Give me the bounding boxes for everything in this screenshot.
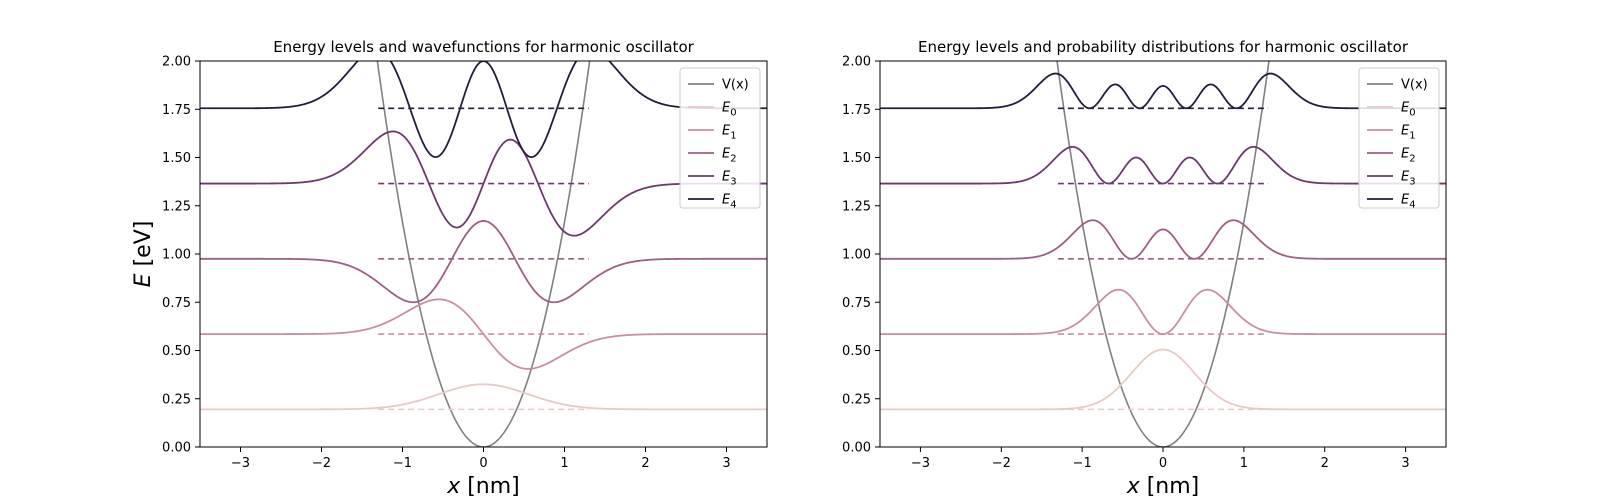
right-y-tick-label: 1.75 [842, 103, 871, 118]
right-series-e0 [880, 348, 1446, 411]
left-plot-area [200, 61, 767, 447]
left-legend-box [679, 67, 761, 209]
left-x-tick-label: 0 [479, 456, 487, 471]
right-legend-label: E0 [1401, 101, 1416, 119]
left-legend-label: E4 [722, 193, 737, 211]
right-x-axis-label: x [nm] [1126, 474, 1200, 499]
right-series-group [880, 61, 1446, 447]
right-x-tick-label: 1 [1240, 456, 1248, 471]
left-y-tick-label: 0.75 [162, 296, 191, 311]
left-x-axis-label: x [nm] [446, 474, 520, 499]
right-y-tick-label: 0.50 [842, 344, 871, 359]
left-legend-label: V(x) [722, 78, 749, 93]
right-chart-title: Energy levels and probability distributi… [918, 38, 1409, 56]
right-plot-area [880, 61, 1446, 447]
right-x-tick-label: 3 [1401, 456, 1409, 471]
right-y-ticks: 0.00 0.25 0.50 0.75 1.00 1.25 1.50 1.75 2.00 [842, 55, 880, 456]
right-series-e3 [880, 145, 1446, 185]
left-legend-label: E0 [722, 101, 737, 119]
left-x-tick-label: −1 [393, 456, 412, 471]
left-y-tick-label: 1.25 [162, 199, 191, 214]
right-y-tick-label: 0.25 [842, 392, 871, 407]
right-series-e2 [880, 219, 1446, 260]
left-series-group [200, 61, 767, 447]
left-series-e3 [200, 130, 767, 237]
left-series-e1 [200, 298, 767, 370]
right-y-tick-label: 2.00 [842, 55, 871, 70]
right-series-e1 [880, 288, 1446, 336]
left-y-tick-label: 0.25 [162, 392, 191, 407]
left-legend-label: E2 [722, 147, 737, 165]
right-x-tick-label: −3 [911, 456, 930, 471]
right-y-tick-label: 1.50 [842, 151, 871, 166]
left-legend: V(x) E0 E1 E2 E3 E4 [679, 67, 761, 211]
right-x-tick-label: −2 [992, 456, 1011, 471]
left-y-tick-label: 1.50 [162, 151, 191, 166]
right-x-tick-label: 0 [1159, 456, 1167, 471]
left-series-e0 [200, 383, 767, 411]
right-legend-label: E1 [1401, 124, 1416, 142]
left-y-tick-label: 0.00 [162, 441, 191, 456]
left-x-tick-label: −3 [231, 456, 250, 471]
right-x-tick-label: −1 [1073, 456, 1092, 471]
right-legend-label: V(x) [1401, 78, 1428, 93]
right-x-ticks: −3 −2 −1 0 1 2 3 [911, 447, 1410, 471]
left-x-ticks: −3 −2 −1 0 1 2 3 [231, 447, 731, 471]
left-chart: Energy levels and wavefunctions for harm… [131, 38, 768, 499]
left-x-tick-label: 1 [560, 456, 568, 471]
right-legend: V(x) E0 E1 E2 E3 E4 [1358, 67, 1440, 211]
right-y-tick-label: 1.00 [842, 248, 871, 263]
left-y-tick-label: 0.50 [162, 344, 191, 359]
left-legend-label: E3 [722, 170, 737, 188]
right-y-tick-label: 0.00 [842, 441, 871, 456]
left-series-e2 [200, 220, 767, 304]
left-y-axis-label: E [eV] [131, 221, 156, 288]
left-y-ticks: 0.00 0.25 0.50 0.75 1.00 1.25 1.50 1.75 2.00 [162, 55, 200, 456]
right-chart: Energy levels and probability distributi… [842, 38, 1447, 499]
right-legend-box [1358, 67, 1440, 209]
left-chart-title: Energy levels and wavefunctions for harm… [273, 38, 694, 56]
left-x-tick-label: −2 [312, 456, 331, 471]
left-x-tick-label: 3 [722, 456, 730, 471]
right-legend-label: E2 [1401, 147, 1416, 165]
left-y-tick-label: 2.00 [162, 55, 191, 70]
right-y-tick-label: 1.25 [842, 199, 871, 214]
right-y-tick-label: 0.75 [842, 296, 871, 311]
left-x-tick-label: 2 [641, 456, 649, 471]
left-legend-label: E1 [722, 124, 737, 142]
left-y-tick-label: 1.00 [162, 248, 191, 263]
right-legend-label: E3 [1401, 170, 1416, 188]
right-legend-label: E4 [1401, 193, 1416, 211]
right-x-tick-label: 2 [1321, 456, 1329, 471]
left-y-tick-label: 1.75 [162, 103, 191, 118]
right-series-e4 [880, 72, 1446, 110]
